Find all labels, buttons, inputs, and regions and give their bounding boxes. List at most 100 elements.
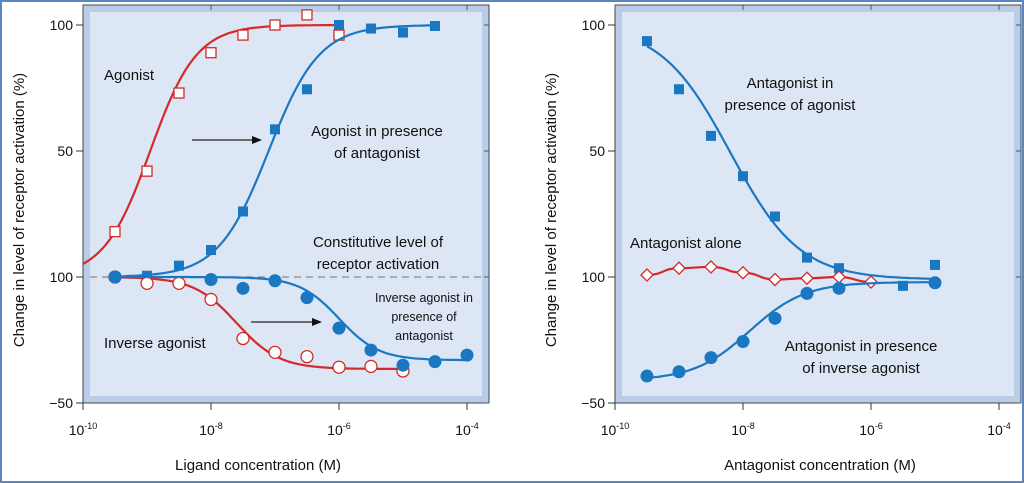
data-point [672, 261, 686, 276]
series-curve [646, 281, 935, 379]
y-tick-label: 100 [50, 17, 74, 33]
data-point [428, 355, 442, 369]
data-point [269, 19, 281, 31]
x-tick-exponent: -6 [875, 421, 883, 431]
series-curve [82, 24, 339, 265]
data-point [142, 270, 152, 281]
arrowhead [312, 318, 322, 326]
data-point [832, 281, 846, 295]
data-point [928, 276, 942, 290]
data-point [398, 27, 408, 38]
y-tick-label: −50 [49, 395, 73, 411]
series-label: Antagonist in presence [785, 338, 938, 355]
data-point [236, 331, 250, 346]
x-tick-label: 10-8 [199, 421, 223, 438]
x-tick-label: 10-10 [69, 421, 98, 438]
series-label: of antagonist [334, 145, 421, 162]
data-point [429, 21, 440, 32]
data-point [172, 276, 186, 290]
constitutive-level-label: receptor activation [317, 256, 440, 273]
arrowhead [252, 136, 262, 144]
plot-inner [622, 12, 1014, 396]
data-point [332, 360, 346, 374]
y-tick-label: 50 [57, 143, 73, 159]
data-point [237, 206, 248, 217]
data-point [268, 274, 282, 288]
x-tick-exponent: -10 [616, 421, 629, 431]
data-point [800, 271, 814, 286]
series-label: antagonist [395, 329, 453, 343]
data-point [833, 263, 844, 274]
series-label: Inverse agonist in [375, 291, 473, 305]
data-point [640, 369, 654, 383]
data-point [768, 311, 782, 325]
data-point [236, 281, 250, 295]
data-point [334, 20, 344, 30]
data-point [205, 47, 217, 59]
x-tick-base: 10 [601, 422, 617, 438]
data-point [672, 365, 686, 379]
data-point [736, 265, 750, 280]
data-point [364, 343, 378, 357]
series-curve [115, 275, 467, 362]
data-point [705, 130, 716, 141]
data-point [769, 211, 780, 222]
x-tick-base: 10 [859, 422, 875, 438]
x-tick-exponent: -4 [1003, 421, 1011, 431]
x-tick-base: 10 [69, 422, 85, 438]
y-tick-label: −50 [581, 395, 605, 411]
data-point [800, 286, 814, 300]
data-point [332, 321, 346, 335]
x-tick-base: 10 [987, 422, 1003, 438]
series-label: presence of agonist [725, 97, 857, 114]
series-label: Antagonist in [747, 75, 834, 92]
data-point [268, 345, 282, 359]
data-point [300, 291, 314, 305]
data-point [364, 359, 378, 374]
data-point [365, 23, 376, 34]
y-tick-label: 100 [50, 269, 74, 285]
y-axis-label: Change in level of receptor activation (… [11, 73, 28, 347]
data-point [640, 268, 654, 282]
data-point [109, 225, 121, 238]
x-tick-exponent: -10 [84, 421, 97, 431]
series-label: Agonist in presence [311, 123, 443, 140]
data-point [140, 276, 154, 290]
series-curve [114, 24, 436, 278]
data-point [204, 273, 218, 287]
data-point [396, 358, 410, 372]
x-tick-base: 10 [455, 422, 471, 438]
x-tick-label: 10-6 [327, 421, 351, 438]
data-point [704, 260, 718, 274]
data-point [301, 84, 312, 95]
x-axis-label: Antagonist concentration (M) [724, 457, 916, 474]
series-antagonist-in-presence-of-inverse-agonist: Antagonist in presence of inverse agonist [640, 276, 942, 383]
series-inverse-agonist-in-presence-of-antagonist: Inverse agonist in presence of antagonist [108, 270, 474, 372]
constitutive-level-label: Constitutive level of [313, 234, 444, 251]
x-tick-label: 10-10 [601, 421, 630, 438]
y-tick-label: 50 [589, 143, 605, 159]
data-point [300, 349, 314, 364]
series-agonist-in-presence-of-antagonist: Agonist in presence of antagonist [109, 20, 443, 282]
x-tick-label: 10-6 [859, 421, 883, 438]
data-point [301, 9, 313, 21]
data-point [108, 270, 122, 284]
data-point [641, 36, 652, 47]
data-point [768, 272, 782, 287]
data-point [738, 171, 748, 182]
data-point [173, 87, 185, 99]
series-antagonist-alone: Antagonist alone [630, 235, 878, 289]
x-tick-base: 10 [327, 422, 343, 438]
data-point [460, 348, 474, 362]
series-antagonist-in-presence-of-agonist: Antagonist in presence of agonist [641, 36, 940, 291]
plot-inner [90, 12, 482, 396]
series-curve [114, 276, 403, 370]
x-tick-base: 10 [199, 422, 215, 438]
data-point [802, 252, 812, 263]
data-point [704, 351, 718, 365]
series-curve [646, 45, 935, 280]
series-label: presence of [391, 310, 457, 324]
